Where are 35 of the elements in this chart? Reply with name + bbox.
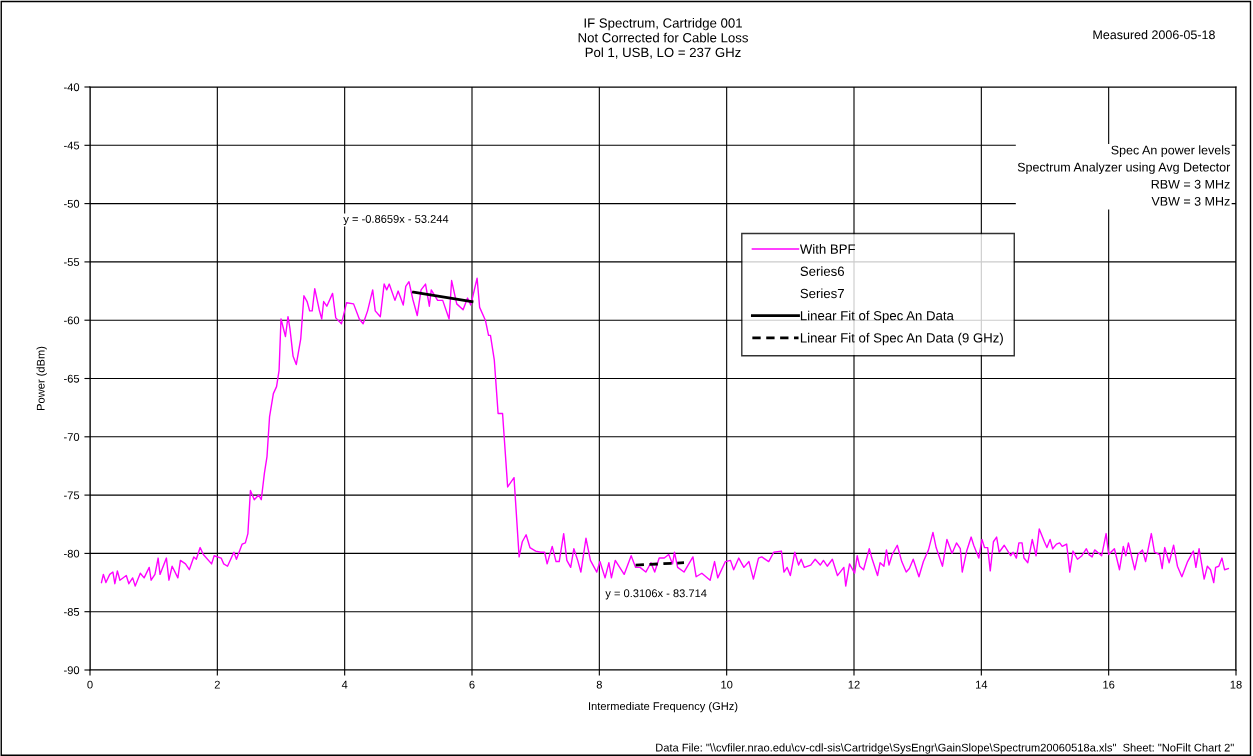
x-tick-label: 2	[214, 680, 220, 689]
x-tick-label: 10	[721, 680, 733, 689]
x-tick-label: 12	[848, 680, 860, 689]
chart-title: IF Spectrum, Cartridge 001 Not Corrected for Cable Loss Pol 1, USB, LO = 237 GHz	[578, 18, 748, 59]
y-tick-label: -70	[64, 433, 80, 441]
text: Series7	[800, 288, 844, 299]
y-tick-label: -75	[64, 491, 80, 500]
y-tick-label: -80	[64, 549, 80, 558]
annotation: Spec An power levels Spectrum Analyzer using Avg Detector RBW = 3 MHz VBW = 3 MHz	[1017, 145, 1231, 206]
text: Series6	[800, 266, 845, 276]
y-tick-label: -60	[64, 316, 80, 325]
annotation: y = -0.8659x - 53.244	[343, 215, 449, 226]
legend-label: With BPF	[799, 244, 856, 254]
x-tick-label: 16	[1103, 680, 1115, 689]
y-tick-label: -50	[64, 199, 80, 208]
y-tick-label: -40	[64, 83, 80, 92]
x-tick-label: 8	[596, 680, 602, 689]
y-axis-title: Power (dBm)	[36, 346, 47, 410]
x-tick-label: 0	[87, 680, 93, 689]
line-series	[100, 277, 1230, 587]
x-tick-label: 18	[1230, 680, 1242, 689]
x-tick-label: 4	[341, 680, 348, 689]
y-tick-label: -85	[64, 607, 80, 616]
x-tick-label: 14	[976, 680, 988, 689]
annotation: y = 0.3106x - 83.714	[605, 589, 707, 600]
legend-label: Linear Fit of Spec An Data (9 GHz)	[800, 332, 1003, 346]
y-tick-label: -55	[64, 258, 80, 267]
legend-label: Linear Fit of Spec An Data	[800, 310, 954, 323]
text: Data File: "\\cvfiler.nrao.edu\cv-cdl-sis\Cartridge\SysEngr\GainSlope\Spectrum20060518a.xls" Sheet: "NoFilt Chart 2"	[656, 743, 1234, 754]
y-tick-label: -90	[64, 666, 80, 675]
x-axis-title: Intermediate Frequency (GHz)	[589, 701, 738, 713]
x-tick-label: 6	[469, 680, 475, 689]
y-tick-label: -45	[64, 141, 80, 150]
y-tick-label: -65	[64, 374, 80, 383]
text: Measured 2006-05-18	[1093, 30, 1215, 40]
